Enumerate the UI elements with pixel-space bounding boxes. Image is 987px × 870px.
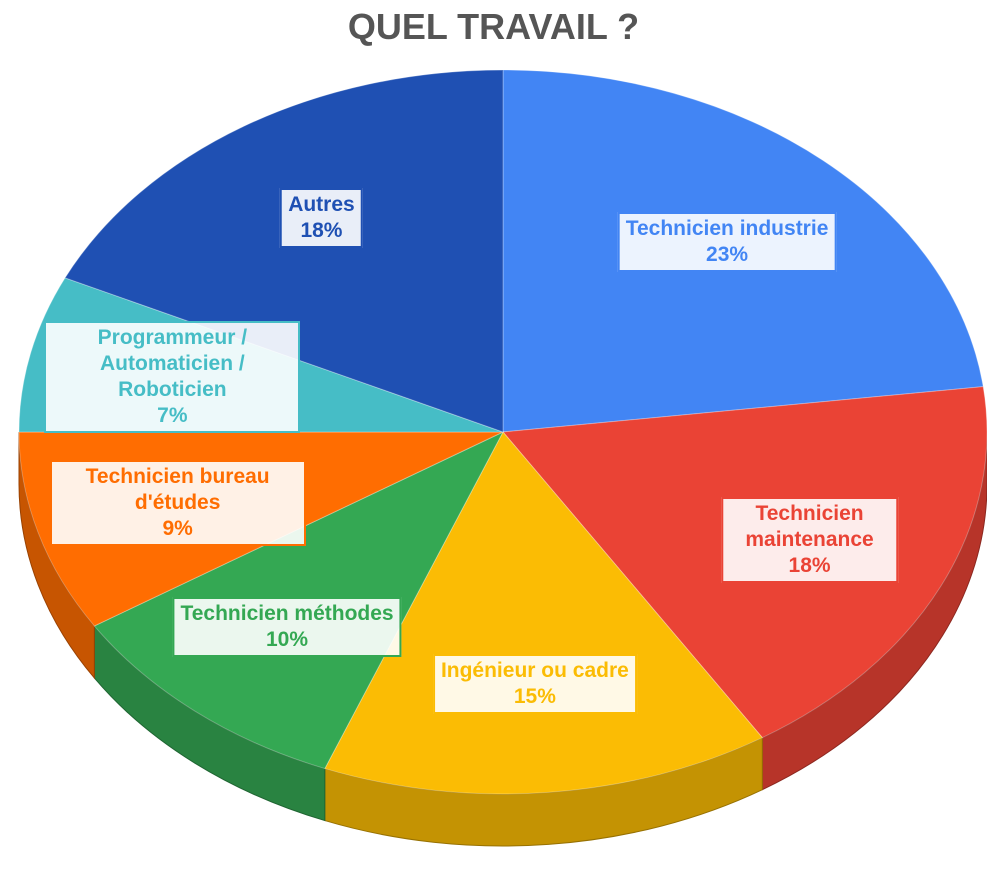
category-label: Ingénieur ou cadre bbox=[440, 659, 629, 683]
category-label: Technicien industrie bbox=[625, 216, 829, 240]
data-label: Technicien industrie 23% bbox=[617, 211, 837, 272]
value-label: 23% bbox=[706, 242, 749, 266]
category-label: Technicien bureau d'études bbox=[85, 464, 270, 514]
data-label: Technicien maintenance 18% bbox=[720, 496, 899, 583]
category-label: Technicien méthodes bbox=[180, 602, 394, 626]
value-label: 15% bbox=[513, 685, 556, 709]
value-label: 18% bbox=[788, 553, 831, 577]
category-label: Autres bbox=[288, 193, 355, 217]
data-label: Technicien méthodes 10% bbox=[172, 597, 402, 658]
data-label: Ingénieur ou cadre 15% bbox=[432, 654, 637, 715]
value-label: 10% bbox=[266, 628, 309, 652]
value-label: 7% bbox=[157, 403, 188, 427]
value-label: 18% bbox=[300, 219, 343, 243]
data-label: Autres 18% bbox=[280, 188, 363, 249]
category-label: Programmeur / Automaticien / Roboticien bbox=[97, 325, 248, 401]
data-label: Technicien bureau d'études 9% bbox=[49, 459, 306, 546]
slice bbox=[64, 69, 504, 433]
category-label: Technicien maintenance bbox=[745, 501, 874, 551]
chart-title: QUEL TRAVAIL ? bbox=[347, 6, 640, 47]
value-label: 9% bbox=[162, 516, 193, 540]
data-label: Programmeur / Automaticien / Roboticien 7… bbox=[44, 320, 301, 433]
